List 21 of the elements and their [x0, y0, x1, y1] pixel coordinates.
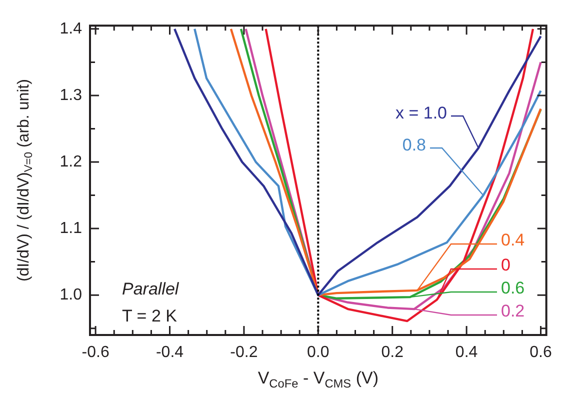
y-tick-label: 1.1 — [60, 220, 82, 237]
series-label: 0 — [501, 256, 510, 275]
x-tick-label: -0.6 — [82, 344, 110, 362]
annotation: Parallel — [122, 280, 180, 299]
y-tick-label: 1.0 — [60, 286, 82, 304]
text: 0.2 — [501, 302, 525, 321]
x-tick-label: 0.2 — [381, 344, 404, 362]
text: x = 1.0 — [395, 104, 448, 123]
x-tick-label: -0.4 — [156, 344, 184, 362]
text: 0.6 — [501, 278, 525, 298]
x-tick-label: 0.4 — [455, 344, 478, 362]
y-tick-label: 1.4 — [60, 20, 82, 38]
y-tick-label: 1.2 — [60, 153, 82, 170]
x-tick-label: 0.0 — [307, 344, 330, 362]
annotation: T = 2 K — [122, 306, 178, 326]
x-tick-label: 0.6 — [530, 344, 552, 362]
series-label: 0.4 — [501, 230, 525, 250]
y-tick-label: 1.3 — [60, 86, 82, 104]
x-tick-label: -0.2 — [230, 344, 258, 362]
text: 0.8 — [402, 136, 426, 155]
y-axis-title: (dI/dV) / (dI/dV)V=0 (arb. unit) — [15, 79, 35, 282]
